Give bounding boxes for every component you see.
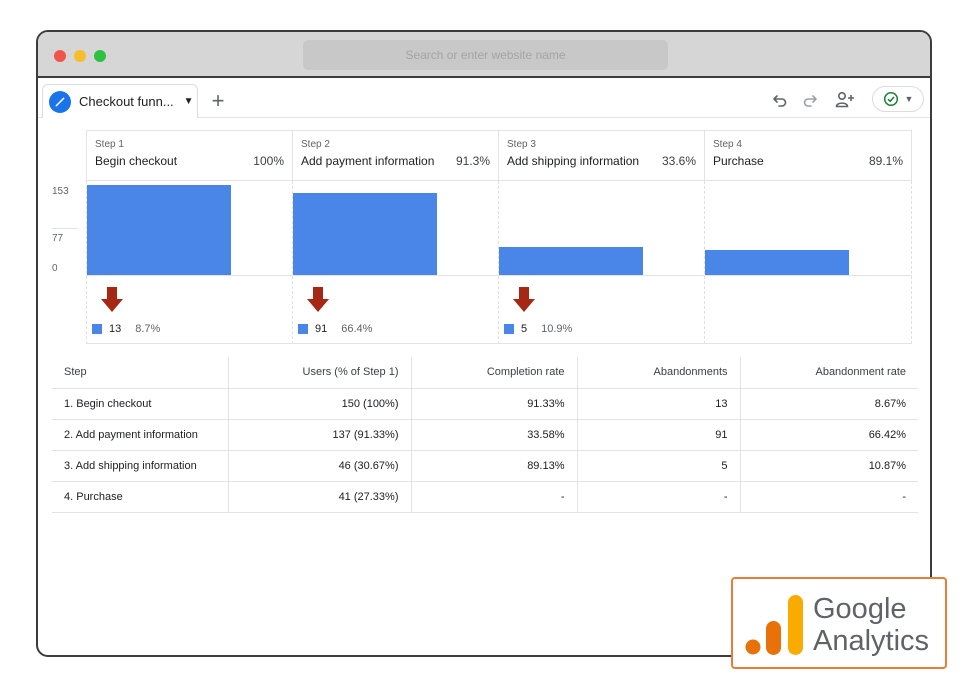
abandonment-count: 5 xyxy=(521,323,528,335)
column-divider xyxy=(498,181,499,344)
abandonment-summary-3[interactable]: 5 10.9% xyxy=(504,323,572,335)
chevron-down-icon[interactable]: ▼ xyxy=(183,96,194,107)
title-bar xyxy=(38,32,930,78)
table-cell: 46 (30.67%) xyxy=(227,450,411,482)
chevron-down-icon: ▼ xyxy=(904,94,914,104)
column-divider xyxy=(86,181,87,344)
y-tick-label: 0 xyxy=(52,263,58,274)
funnel-bar-step-2[interactable] xyxy=(293,192,437,275)
column-header-abandonment-rate[interactable]: Abandonment rate xyxy=(739,357,918,389)
table-cell: 137 (91.33%) xyxy=(227,419,411,451)
table-cell: 13 xyxy=(576,388,740,420)
table-cell: 5 xyxy=(576,450,740,482)
legend-swatch xyxy=(92,324,102,334)
column-header-completion-rate[interactable]: Completion rate xyxy=(410,357,577,389)
table-cell: 8.67% xyxy=(739,388,918,420)
table-cell: - xyxy=(739,481,918,513)
arrow-down-icon xyxy=(513,287,535,312)
add-person-icon[interactable] xyxy=(834,88,858,112)
status-dropdown[interactable]: ▼ xyxy=(872,86,924,112)
maximize-window-button[interactable] xyxy=(94,50,106,62)
step-header-1[interactable]: Step 1 Begin checkout 100% xyxy=(86,130,292,181)
redo-icon[interactable] xyxy=(800,88,820,112)
abandonment-summary-1[interactable]: 13 8.7% xyxy=(92,323,160,335)
pencil-icon xyxy=(49,90,71,113)
y-tick-label: 153 xyxy=(52,186,69,197)
abandonment-rate: 10.9% xyxy=(541,323,573,335)
table-cell: 91 xyxy=(576,419,740,451)
legend-swatch xyxy=(298,324,308,334)
baseline xyxy=(86,275,912,276)
table-cell: 1. Begin checkout xyxy=(52,388,228,420)
table-cell: 33.58% xyxy=(410,419,577,451)
step-percent: 91.3% xyxy=(455,154,490,168)
column-header-step[interactable]: Step xyxy=(52,357,228,389)
abandonment-rate: 8.7% xyxy=(135,323,161,335)
table-cell: 150 (100%) xyxy=(227,388,411,420)
table-cell: 3. Add shipping information xyxy=(52,450,228,482)
table-row[interactable]: 2. Add payment information 137 (91.33%) … xyxy=(52,419,918,451)
step-percent: 89.1% xyxy=(868,154,903,168)
table-row[interactable]: 4. Purchase 41 (27.33%) - - - xyxy=(52,481,918,513)
column-header-users[interactable]: Users (% of Step 1) xyxy=(227,357,411,389)
abandonment-count: 91 xyxy=(315,323,328,335)
y-tick-label: 77 xyxy=(52,233,64,244)
column-divider xyxy=(911,181,912,344)
step-percent: 33.6% xyxy=(661,154,696,168)
logo-text-analytics: Analytics xyxy=(813,625,930,657)
abandonment-count: 13 xyxy=(109,323,122,335)
step-name: Begin checkout xyxy=(95,154,178,168)
table-cell: 2. Add payment information xyxy=(52,419,228,451)
step-header-2[interactable]: Step 2 Add payment information 91.3% xyxy=(292,130,498,181)
table-row[interactable]: 1. Begin checkout 150 (100%) 91.33% 13 8… xyxy=(52,388,918,420)
column-divider xyxy=(292,181,293,344)
address-bar[interactable] xyxy=(303,40,668,70)
exploration-tab-bar: Checkout funn... ▼ + ▼ xyxy=(38,80,930,118)
table-row[interactable]: 3. Add shipping information 46 (30.67%) … xyxy=(52,450,918,482)
minimize-window-button[interactable] xyxy=(74,50,86,62)
table-header-row: Step Users (% of Step 1) Completion rate… xyxy=(52,357,918,389)
undo-icon[interactable] xyxy=(770,88,790,112)
arrow-down-icon xyxy=(307,287,329,312)
step-name: Purchase xyxy=(713,154,764,168)
step-percent: 100% xyxy=(253,154,284,168)
arrow-down-icon xyxy=(101,287,123,312)
table-cell: 91.33% xyxy=(410,388,577,420)
chart-bottom-border xyxy=(86,343,912,344)
step-header-4[interactable]: Step 4 Purchase 89.1% xyxy=(704,130,912,181)
funnel-steps-table: Step Users (% of Step 1) Completion rate… xyxy=(52,357,918,513)
funnel-chart: Step 1 Begin checkout 100% Step 2 Add pa… xyxy=(52,130,912,344)
table-cell: - xyxy=(576,481,740,513)
table-cell: 10.87% xyxy=(739,450,918,482)
analytics-bars-icon xyxy=(745,595,803,655)
funnel-bar-step-3[interactable] xyxy=(499,247,643,275)
check-circle-icon xyxy=(883,91,898,107)
step-name: Add shipping information xyxy=(507,154,640,168)
table-cell: 4. Purchase xyxy=(52,481,228,513)
step-number: Step 3 xyxy=(507,139,536,150)
step-name: Add payment information xyxy=(301,154,435,168)
step-number: Step 1 xyxy=(95,139,124,150)
add-tab-button[interactable]: + xyxy=(211,88,225,113)
abandonment-rate: 66.4% xyxy=(341,323,373,335)
tab-checkout-funnel[interactable]: Checkout funn... ▼ xyxy=(42,84,198,118)
table-cell: 41 (27.33%) xyxy=(227,481,411,513)
google-analytics-logo: Google Analytics xyxy=(731,577,947,669)
gridline xyxy=(52,228,78,229)
close-window-button[interactable] xyxy=(54,50,66,62)
column-header-abandonments[interactable]: Abandonments xyxy=(576,357,740,389)
step-number: Step 2 xyxy=(301,139,330,150)
funnel-bar-step-4[interactable] xyxy=(705,250,849,275)
logo-text-google: Google xyxy=(813,593,907,625)
table-cell: 66.42% xyxy=(739,419,918,451)
step-number: Step 4 xyxy=(713,139,742,150)
table-cell: - xyxy=(410,481,577,513)
tab-label: Checkout funn... xyxy=(79,94,174,109)
column-divider xyxy=(704,181,705,344)
abandonment-summary-2[interactable]: 91 66.4% xyxy=(298,323,372,335)
legend-swatch xyxy=(504,324,514,334)
funnel-bar-step-1[interactable] xyxy=(87,184,231,275)
step-header-3[interactable]: Step 3 Add shipping information 33.6% xyxy=(498,130,704,181)
table-cell: 89.13% xyxy=(410,450,577,482)
